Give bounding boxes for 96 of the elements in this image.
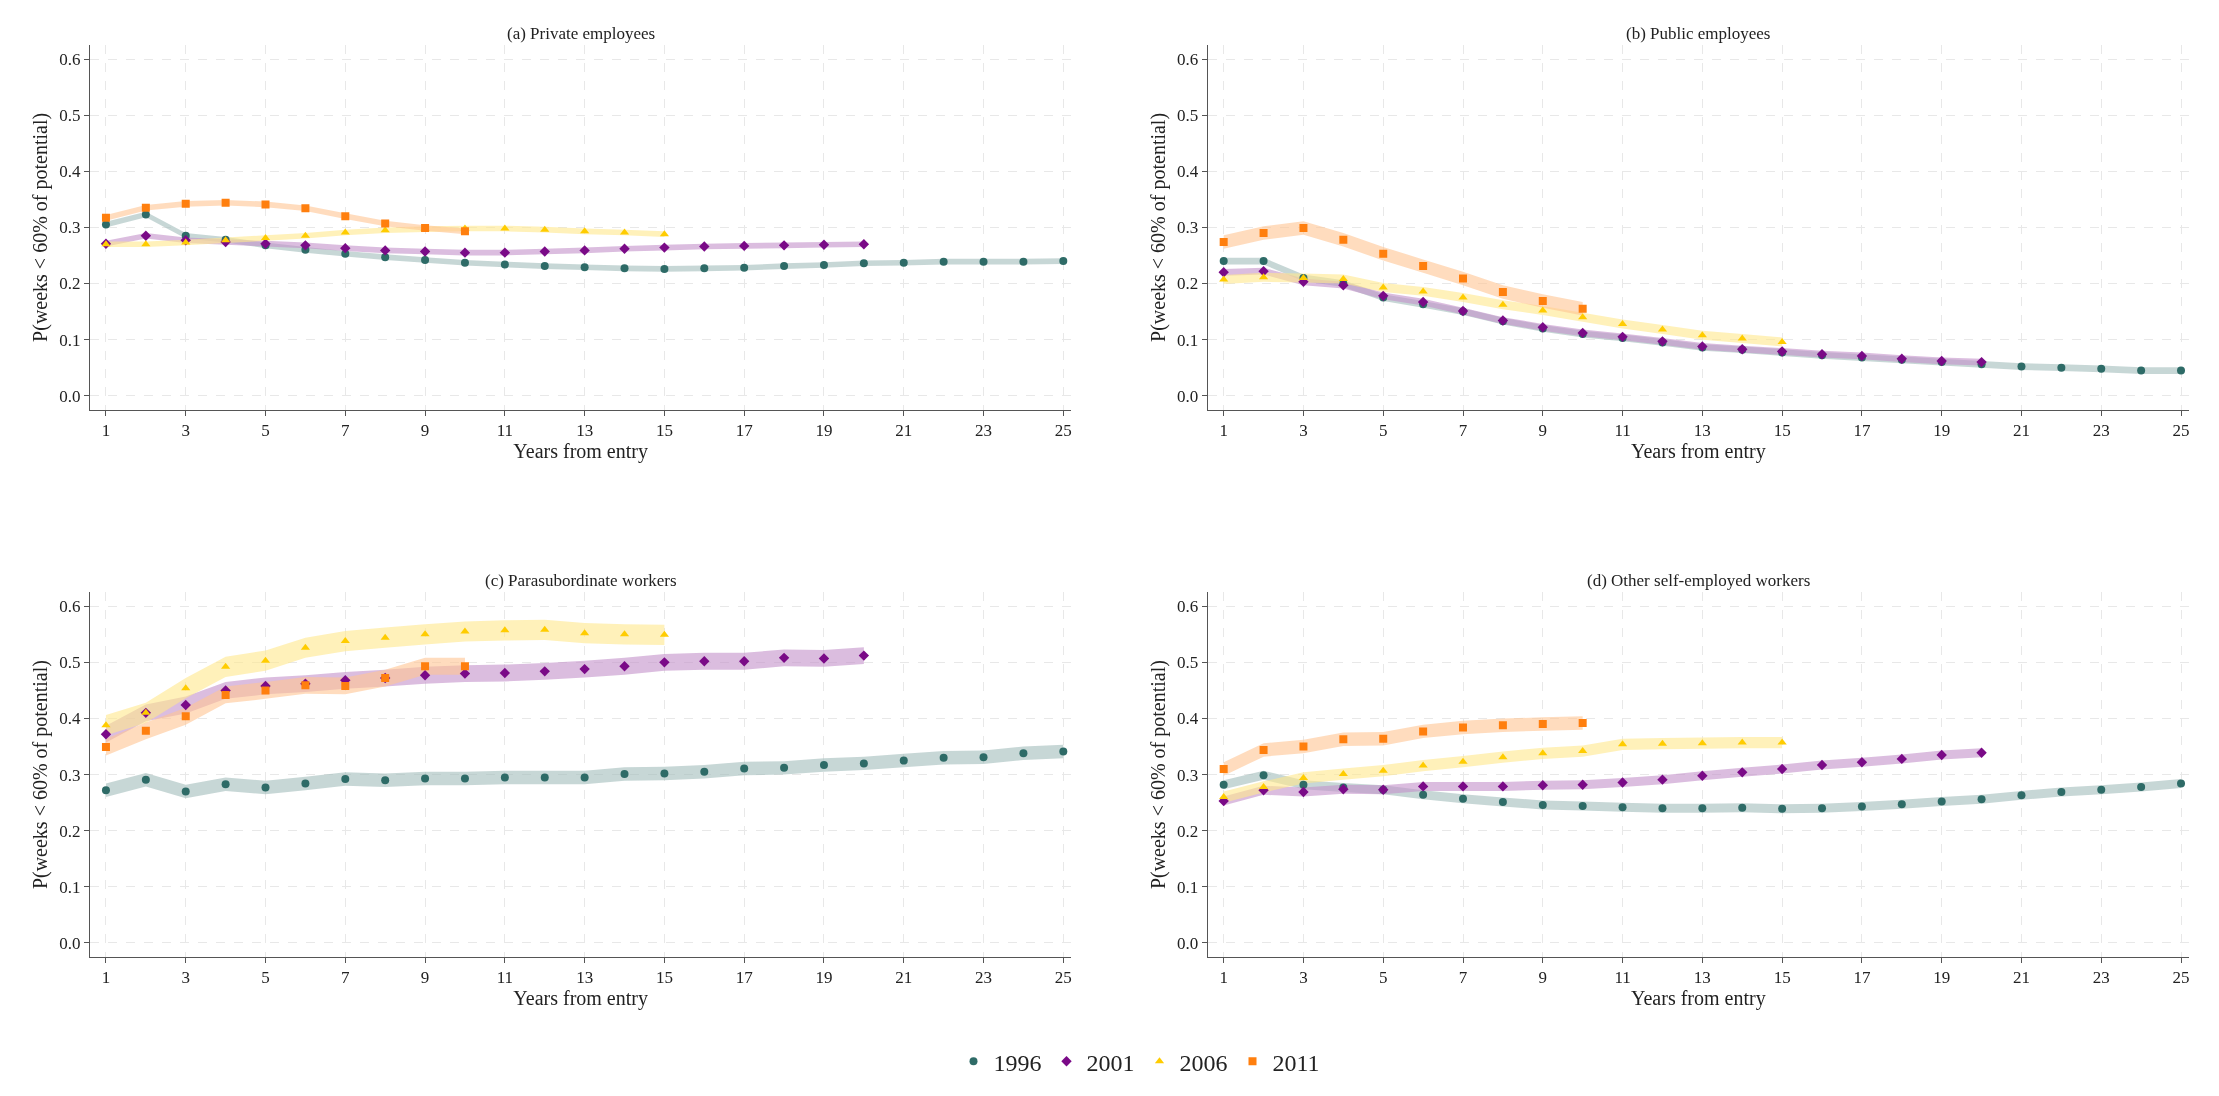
y-axis-title: P(weeks < 60% of potential) bbox=[1146, 112, 1170, 342]
x-tick-label: 19 bbox=[1933, 421, 1951, 441]
chart-title: (c) Parasubordinate workers bbox=[485, 571, 677, 590]
x-tick-label: 9 bbox=[1538, 421, 1548, 441]
x-tick-label: 5 bbox=[261, 968, 270, 988]
x-tick-label: 17 bbox=[1853, 968, 1871, 988]
x-tick-label: 11 bbox=[1614, 968, 1631, 988]
y-tick-label: 0.6 bbox=[59, 49, 81, 69]
y-tick-label: 0.3 bbox=[1177, 218, 1199, 238]
y-tick-label: 0.4 bbox=[59, 709, 82, 729]
legend-label: 2011 bbox=[1272, 1049, 1320, 1076]
x-tick-label: 17 bbox=[1853, 421, 1871, 441]
x-tick-label: 21 bbox=[2012, 421, 2030, 441]
y-tick-label: 0.0 bbox=[1177, 386, 1199, 406]
x-tick-label: 19 bbox=[815, 421, 833, 441]
x-tick-label: 1 bbox=[1219, 421, 1228, 441]
x-tick-label: 15 bbox=[655, 421, 673, 441]
x-tick-label: 15 bbox=[1773, 968, 1791, 988]
x-tick-label: 7 bbox=[341, 421, 351, 441]
x-tick-label: 9 bbox=[420, 968, 430, 988]
y-tick-label: 0.3 bbox=[59, 765, 81, 785]
y-tick-label: 0.2 bbox=[59, 821, 81, 841]
y-tick-label: 0.2 bbox=[59, 274, 81, 294]
y-tick-label: 0.1 bbox=[1177, 877, 1199, 897]
x-tick-label: 25 bbox=[1054, 968, 1072, 988]
y-axis-title: P(weeks < 60% of potential) bbox=[28, 112, 52, 342]
x-tick-label: 11 bbox=[496, 968, 514, 988]
x-tick-label: 23 bbox=[975, 421, 993, 441]
x-axis-title: Years from entry bbox=[1631, 440, 1766, 464]
legend-label: 2001 bbox=[1086, 1049, 1135, 1076]
y-tick-label: 0.5 bbox=[1177, 653, 1199, 673]
x-tick-label: 1 bbox=[1219, 968, 1228, 988]
x-tick-label: 9 bbox=[420, 421, 430, 441]
x-tick-label: 19 bbox=[815, 968, 833, 988]
y-tick-label: 0.2 bbox=[1177, 274, 1199, 294]
x-tick-label: 5 bbox=[1378, 968, 1388, 988]
y-tick-label: 0.6 bbox=[1177, 49, 1199, 69]
y-tick-label: 0.5 bbox=[59, 106, 81, 126]
x-tick-label: 7 bbox=[341, 968, 351, 988]
y-tick-label: 0.6 bbox=[59, 597, 81, 617]
x-tick-label: 11 bbox=[496, 421, 514, 441]
x-tick-label: 3 bbox=[1299, 968, 1308, 988]
x-tick-label: 9 bbox=[1538, 968, 1548, 988]
y-tick-label: 0.3 bbox=[59, 218, 81, 238]
x-tick-label: 17 bbox=[735, 421, 754, 441]
y-tick-label: 0.5 bbox=[59, 653, 81, 673]
x-tick-label: 15 bbox=[1773, 421, 1791, 441]
y-tick-label: 0.4 bbox=[1177, 162, 1199, 182]
y-tick-label: 0.0 bbox=[59, 386, 81, 406]
y-tick-label: 0.0 bbox=[59, 933, 81, 953]
y-tick-label: 0.1 bbox=[59, 877, 81, 897]
x-tick-label: 23 bbox=[2092, 968, 2110, 988]
x-tick-label: 17 bbox=[735, 968, 754, 988]
y-tick-label: 0.5 bbox=[1177, 106, 1199, 126]
y-tick-label: 0.4 bbox=[59, 162, 82, 182]
chart-title: (b) Public employees bbox=[1626, 24, 1771, 43]
y-tick-label: 0.4 bbox=[1177, 709, 1199, 729]
y-axis-title: P(weeks < 60% of potential) bbox=[28, 660, 52, 890]
legend-label: 2006 bbox=[1179, 1049, 1228, 1076]
x-axis-title: Years from entry bbox=[513, 987, 648, 1011]
x-tick-label: 23 bbox=[975, 968, 993, 988]
legend-label: 1996 bbox=[993, 1049, 1042, 1076]
x-tick-label: 5 bbox=[1378, 421, 1388, 441]
x-axis-title: Years from entry bbox=[1631, 987, 1766, 1011]
chart-title: (d) Other self-employed workers bbox=[1587, 571, 1811, 590]
x-tick-label: 3 bbox=[1299, 421, 1308, 441]
y-tick-label: 0.0 bbox=[1177, 933, 1199, 953]
x-tick-label: 5 bbox=[261, 421, 270, 441]
x-tick-label: 21 bbox=[2012, 968, 2030, 988]
y-tick-label: 0.6 bbox=[1177, 597, 1199, 617]
x-tick-label: 13 bbox=[576, 421, 594, 441]
x-tick-label: 7 bbox=[1458, 421, 1468, 441]
x-tick-label: 7 bbox=[1458, 968, 1468, 988]
y-tick-label: 0.3 bbox=[1177, 765, 1199, 785]
y-tick-label: 0.1 bbox=[1177, 330, 1199, 350]
x-tick-label: 15 bbox=[655, 968, 673, 988]
y-axis-title: P(weeks < 60% of potential) bbox=[1146, 660, 1170, 890]
x-tick-label: 3 bbox=[181, 968, 190, 988]
x-tick-label: 25 bbox=[2172, 421, 2190, 441]
y-tick-label: 0.1 bbox=[59, 330, 81, 350]
x-tick-label: 13 bbox=[576, 968, 594, 988]
x-tick-label: 3 bbox=[181, 421, 190, 441]
x-tick-label: 13 bbox=[1693, 968, 1711, 988]
x-tick-label: 23 bbox=[2092, 421, 2110, 441]
x-axis-title: Years from entry bbox=[513, 440, 648, 464]
x-tick-label: 25 bbox=[1054, 421, 1072, 441]
chart-title: (a) Private employees bbox=[507, 24, 656, 43]
x-tick-label: 1 bbox=[101, 968, 111, 988]
x-tick-label: 25 bbox=[2172, 968, 2190, 988]
x-tick-label: 19 bbox=[1933, 968, 1951, 988]
x-tick-label: 11 bbox=[1614, 421, 1631, 441]
x-tick-label: 21 bbox=[895, 968, 913, 988]
x-tick-label: 1 bbox=[101, 421, 111, 441]
x-tick-label: 13 bbox=[1693, 421, 1711, 441]
x-tick-label: 21 bbox=[895, 421, 913, 441]
y-tick-label: 0.2 bbox=[1177, 821, 1199, 841]
